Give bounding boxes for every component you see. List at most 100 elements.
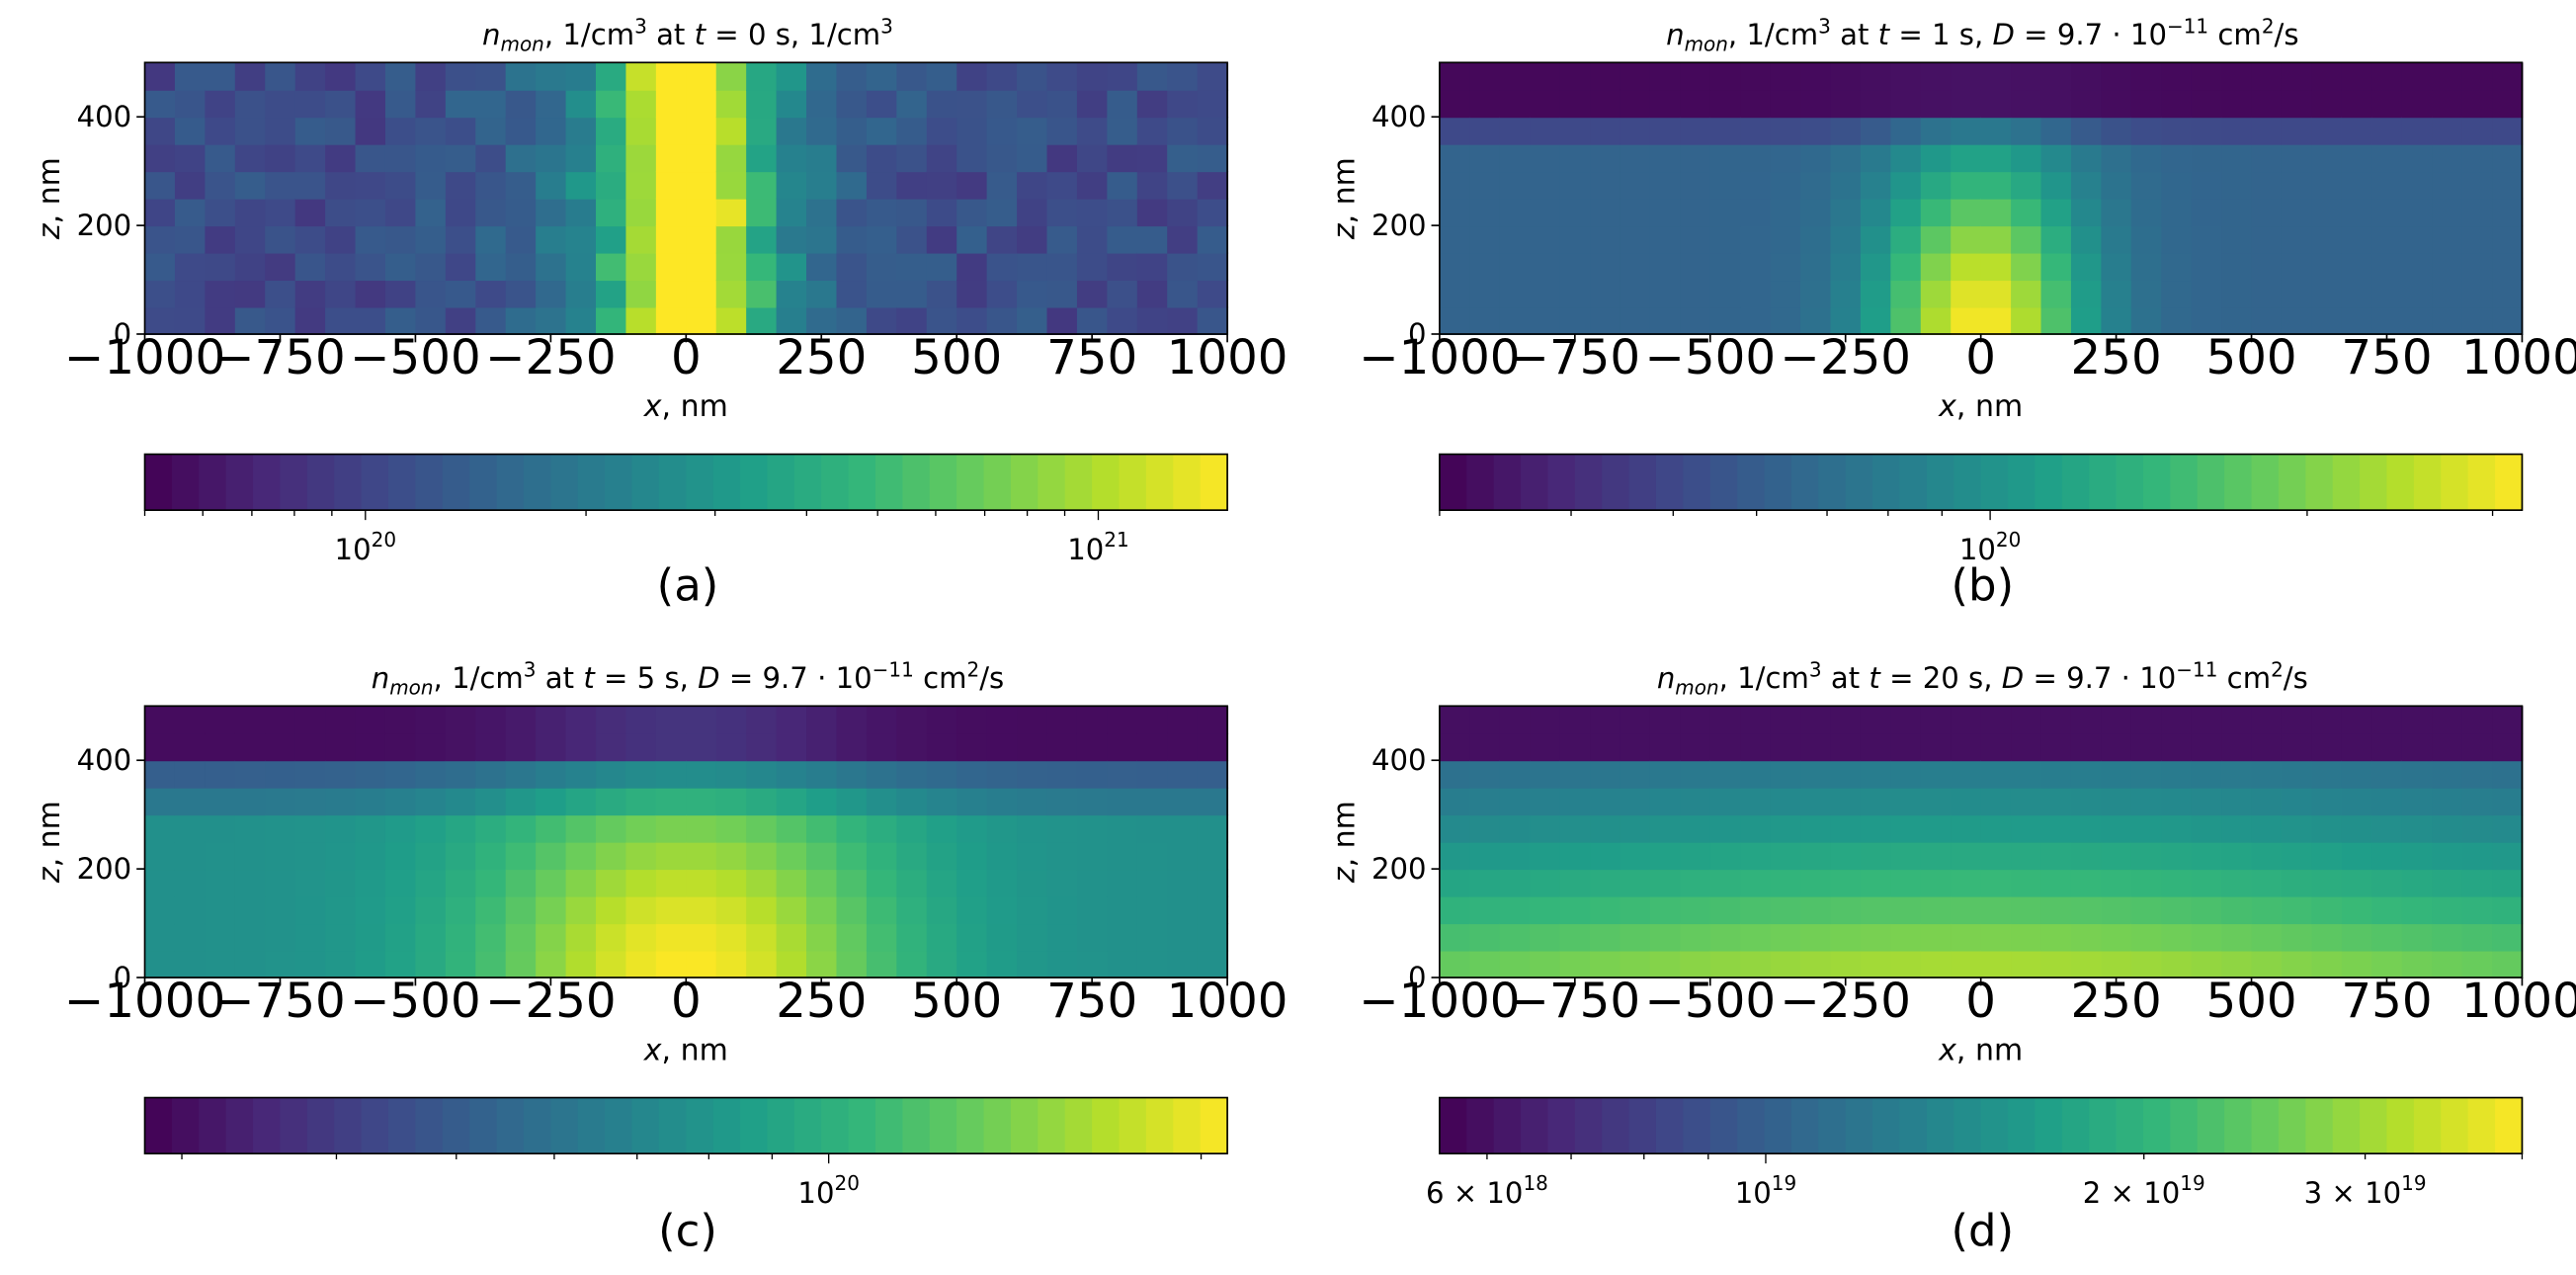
- heatmap-cell: [986, 841, 1019, 871]
- heatmap-cell: [686, 814, 717, 843]
- heatmap-cell: [896, 732, 928, 762]
- y-tick-label: 400: [1371, 100, 1427, 133]
- heatmap-cell: [596, 143, 627, 173]
- heatmap-cell: [866, 869, 898, 897]
- heatmap-cell: [1046, 280, 1078, 308]
- heatmap-cell: [1469, 732, 1501, 762]
- heatmap-cell: [956, 62, 988, 91]
- heatmap-cell: [384, 841, 417, 871]
- heatmap-cell: [2341, 198, 2373, 227]
- heatmap-cell: [2311, 732, 2343, 762]
- heatmap-cell: [836, 252, 868, 282]
- heatmap-cell: [926, 143, 958, 173]
- heatmap-cell: [2221, 117, 2253, 145]
- heatmap-cell: [2251, 760, 2283, 789]
- heatmap-cell: [1620, 732, 1651, 762]
- heatmap-cell: [144, 895, 176, 925]
- heatmap-cell: [625, 732, 657, 762]
- heatmap-cell: [1499, 306, 1532, 335]
- heatmap-cell: [1740, 732, 1772, 762]
- x-tick-label: 250: [2071, 974, 2162, 1029]
- heatmap-cell: [926, 869, 958, 897]
- heatmap-cell: [1076, 62, 1109, 91]
- heatmap-cell: [536, 732, 567, 762]
- heatmap-cell: [896, 814, 928, 843]
- heatmap-cell: [2341, 225, 2373, 254]
- colorbar-segment: [1092, 1097, 1121, 1154]
- heatmap-cell: [1709, 198, 1742, 227]
- heatmap-cell: [896, 252, 928, 282]
- heatmap-cell: [2341, 706, 2373, 734]
- heatmap-cell: [265, 841, 296, 871]
- heatmap-cell: [655, 950, 688, 979]
- heatmap-cell: [1136, 143, 1169, 173]
- heatmap-cell: [2341, 760, 2373, 789]
- heatmap-cell: [2432, 117, 2463, 145]
- heatmap-cell: [2011, 62, 2042, 91]
- heatmap-cell: [2011, 841, 2042, 871]
- heatmap-cell: [1620, 814, 1651, 843]
- heatmap-cell: [655, 787, 688, 816]
- heatmap-cell: [505, 252, 538, 282]
- heatmap-cell: [1590, 280, 1621, 308]
- heatmap-cell: [2161, 198, 2193, 227]
- heatmap-cell: [505, 280, 538, 308]
- heatmap-cell: [1860, 923, 1892, 952]
- colorbar-segment: [1064, 454, 1094, 511]
- y-axis-label: z, nm: [1327, 801, 1362, 884]
- heatmap-cell: [1046, 171, 1078, 200]
- heatmap-cell: [325, 869, 357, 897]
- colorbar-segment: [1737, 454, 1766, 511]
- heatmap-cell: [415, 895, 447, 925]
- heatmap-cell: [1107, 117, 1138, 145]
- colorbar-segment: [2224, 454, 2253, 511]
- heatmap-cell: [746, 950, 778, 979]
- heatmap-cell: [1469, 814, 1501, 843]
- heatmap-cell: [625, 869, 657, 897]
- colorbar-segment: [1655, 454, 1685, 511]
- heatmap-cell: [1046, 225, 1078, 254]
- heatmap-cell: [2461, 171, 2494, 200]
- heatmap-cell: [1107, 760, 1138, 789]
- heatmap-cell: [205, 706, 236, 734]
- heatmap-cell: [1590, 706, 1621, 734]
- heatmap-cell: [956, 306, 988, 335]
- heatmap-cell: [265, 252, 296, 282]
- heatmap-cell: [2251, 171, 2283, 200]
- heatmap-cell: [565, 117, 598, 145]
- heatmap-cell: [1800, 706, 1832, 734]
- heatmap-cell: [505, 117, 538, 145]
- heatmap-cell: [2371, 923, 2403, 952]
- heatmap-cell: [1800, 280, 1832, 308]
- heatmap-cell: [475, 787, 507, 816]
- heatmap-cell: [536, 89, 567, 119]
- heatmap-cell: [294, 706, 327, 734]
- heatmap-cell: [144, 89, 176, 119]
- heatmap-cell: [1046, 869, 1078, 897]
- colorbar-segment: [1547, 1097, 1576, 1154]
- heatmap-cell: [2432, 143, 2463, 173]
- heatmap-cell: [1530, 895, 1561, 925]
- heatmap-cell: [715, 787, 748, 816]
- heatmap-cell: [596, 950, 627, 979]
- heatmap-cell: [655, 143, 688, 173]
- heatmap-cell: [1830, 950, 1862, 979]
- heatmap-cell: [144, 225, 176, 254]
- heatmap-cell: [1980, 143, 2013, 173]
- heatmap-cell: [1980, 814, 2013, 843]
- heatmap-cell: [1860, 950, 1892, 979]
- heatmap-cell: [415, 225, 447, 254]
- heatmap-cell: [536, 841, 567, 871]
- heatmap-cell: [1499, 760, 1532, 789]
- heatmap-cell: [475, 306, 507, 335]
- heatmap-cell: [1197, 62, 1229, 91]
- colorbar-segment: [1439, 1097, 1468, 1154]
- colorbar-segment: [712, 1097, 742, 1154]
- heatmap-cell: [2251, 869, 2283, 897]
- heatmap-cell: [596, 923, 627, 952]
- colorbar-segment: [1010, 454, 1039, 511]
- colorbar: 6 × 1018 1019 2 × 1019 3 × 1019: [1426, 1096, 2524, 1210]
- heatmap-cell: [655, 117, 688, 145]
- heatmap-cell: [1469, 225, 1501, 254]
- heatmap-cell: [384, 280, 417, 308]
